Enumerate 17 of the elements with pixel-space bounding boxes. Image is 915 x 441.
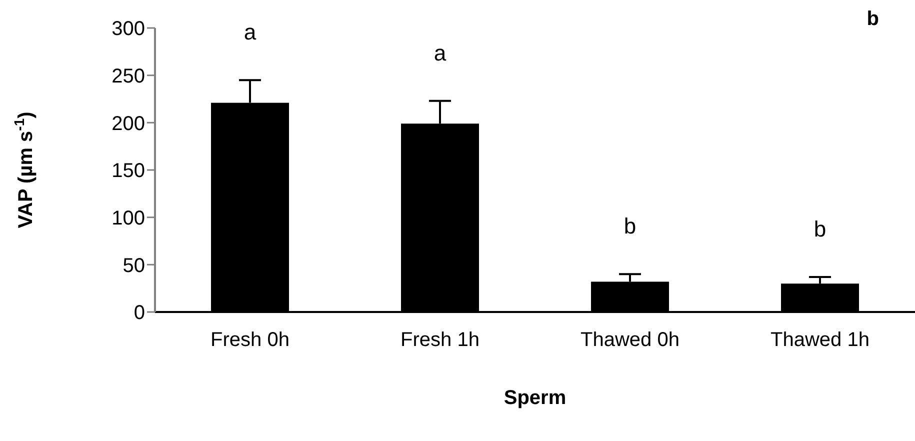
annotation: b: [866, 8, 879, 31]
y-tick-label: 0: [134, 302, 145, 324]
annotation: b: [624, 214, 636, 239]
annotation: a: [244, 20, 257, 45]
x-tick-label: Thawed 1h: [770, 329, 870, 352]
y-tick-label: 50: [122, 254, 145, 277]
y-tick-label: 100: [112, 207, 145, 230]
annotation: a: [434, 40, 447, 66]
x-tick-label: Fresh 1h: [400, 329, 480, 352]
x-tick-label: Thawed 0h: [580, 329, 680, 352]
x-axis-title: Sperm: [504, 387, 566, 409]
y-tick-label: 300: [112, 18, 145, 40]
annotation: b: [814, 216, 826, 242]
y-tick-label: 250: [112, 65, 145, 88]
y-tick-label: 200: [112, 112, 145, 135]
y-tick-label: 150: [112, 160, 145, 182]
x-tick-label: Fresh 0h: [210, 329, 290, 352]
